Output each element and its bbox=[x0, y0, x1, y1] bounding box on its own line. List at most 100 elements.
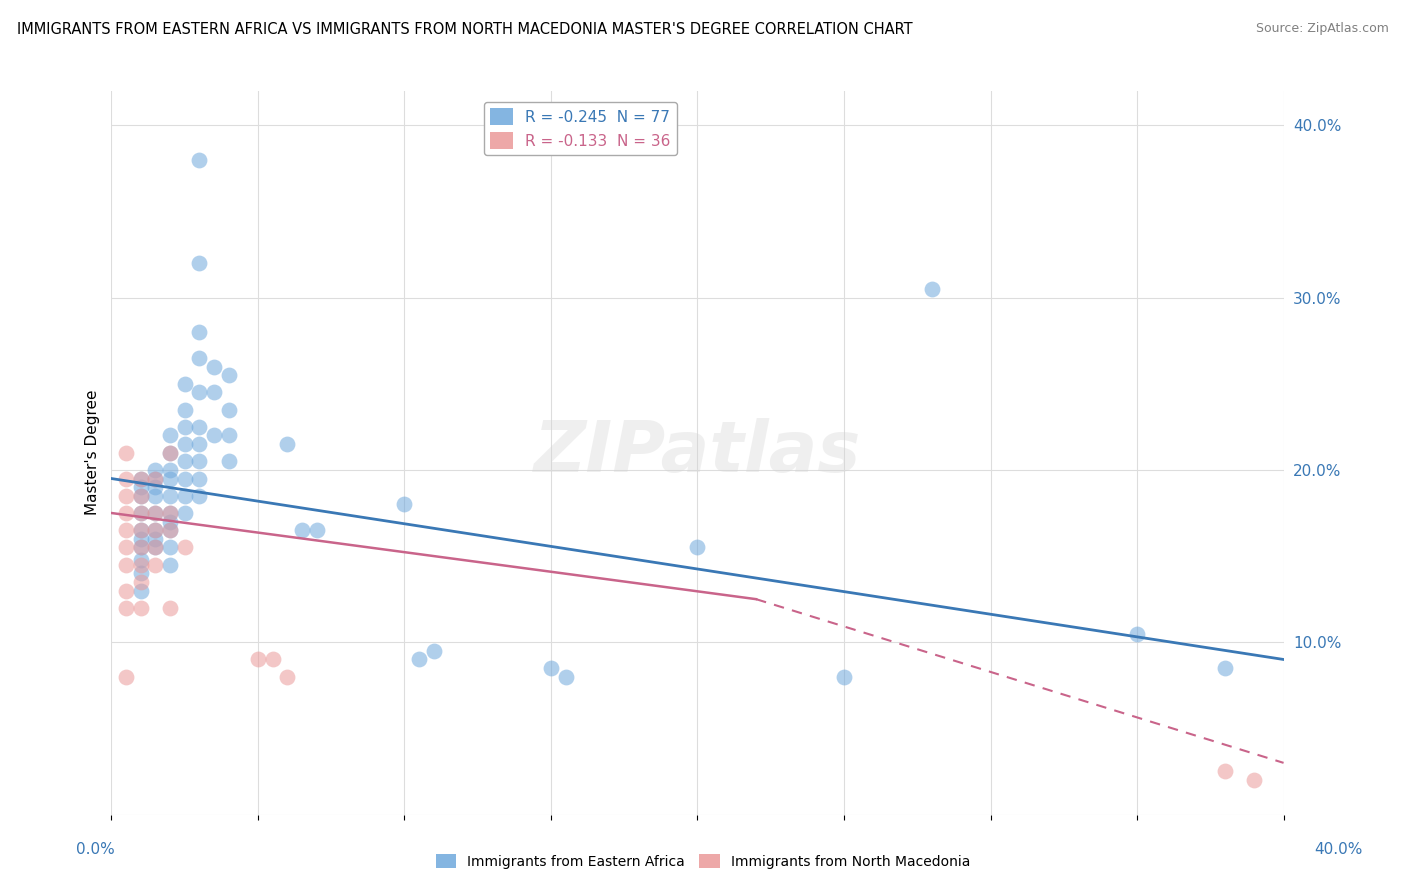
Text: 40.0%: 40.0% bbox=[1315, 842, 1362, 856]
Point bbox=[188, 471, 211, 485]
Point bbox=[1126, 626, 1149, 640]
Point bbox=[115, 506, 138, 520]
Point bbox=[188, 420, 211, 434]
Point bbox=[159, 506, 181, 520]
Point bbox=[115, 471, 138, 485]
Point bbox=[129, 532, 152, 546]
Point bbox=[159, 515, 181, 529]
Point bbox=[218, 402, 240, 417]
Point bbox=[832, 670, 855, 684]
Point bbox=[145, 506, 167, 520]
Point bbox=[129, 489, 152, 503]
Point bbox=[1213, 661, 1236, 675]
Point bbox=[145, 558, 167, 572]
Point bbox=[145, 532, 167, 546]
Point bbox=[129, 558, 152, 572]
Point bbox=[115, 489, 138, 503]
Point bbox=[145, 489, 167, 503]
Point bbox=[159, 471, 181, 485]
Point bbox=[202, 359, 225, 374]
Point bbox=[145, 471, 167, 485]
Point bbox=[159, 523, 181, 537]
Point bbox=[408, 652, 430, 666]
Point bbox=[145, 523, 167, 537]
Point bbox=[159, 428, 181, 442]
Point bbox=[173, 489, 195, 503]
Point bbox=[129, 541, 152, 555]
Point bbox=[129, 552, 152, 566]
Point bbox=[276, 670, 298, 684]
Point bbox=[115, 541, 138, 555]
Point bbox=[159, 445, 181, 460]
Point bbox=[129, 480, 152, 494]
Point bbox=[129, 600, 152, 615]
Point bbox=[202, 428, 225, 442]
Point bbox=[173, 541, 195, 555]
Point bbox=[173, 454, 195, 468]
Point bbox=[129, 506, 152, 520]
Point bbox=[188, 437, 211, 451]
Text: 0.0%: 0.0% bbox=[76, 842, 115, 856]
Text: Source: ZipAtlas.com: Source: ZipAtlas.com bbox=[1256, 22, 1389, 36]
Point bbox=[129, 541, 152, 555]
Point bbox=[173, 506, 195, 520]
Point bbox=[145, 541, 167, 555]
Point bbox=[159, 558, 181, 572]
Point bbox=[188, 454, 211, 468]
Point bbox=[145, 523, 167, 537]
Y-axis label: Master's Degree: Master's Degree bbox=[86, 390, 100, 516]
Point bbox=[1243, 773, 1265, 788]
Point bbox=[394, 497, 416, 511]
Point bbox=[159, 541, 181, 555]
Point bbox=[305, 523, 328, 537]
Point bbox=[129, 566, 152, 581]
Point bbox=[159, 600, 181, 615]
Point bbox=[129, 574, 152, 589]
Point bbox=[188, 153, 211, 167]
Point bbox=[173, 420, 195, 434]
Point bbox=[115, 583, 138, 598]
Point bbox=[159, 445, 181, 460]
Point bbox=[145, 463, 167, 477]
Text: IMMIGRANTS FROM EASTERN AFRICA VS IMMIGRANTS FROM NORTH MACEDONIA MASTER'S DEGRE: IMMIGRANTS FROM EASTERN AFRICA VS IMMIGR… bbox=[17, 22, 912, 37]
Legend: R = -0.245  N = 77, R = -0.133  N = 36: R = -0.245 N = 77, R = -0.133 N = 36 bbox=[484, 102, 676, 155]
Point bbox=[115, 523, 138, 537]
Point bbox=[173, 376, 195, 391]
Point bbox=[423, 644, 446, 658]
Point bbox=[145, 471, 167, 485]
Point bbox=[159, 463, 181, 477]
Point bbox=[218, 428, 240, 442]
Point bbox=[202, 385, 225, 400]
Point bbox=[145, 541, 167, 555]
Point bbox=[218, 368, 240, 383]
Point bbox=[1213, 764, 1236, 779]
Point bbox=[129, 471, 152, 485]
Point bbox=[554, 670, 576, 684]
Point bbox=[188, 256, 211, 270]
Point bbox=[276, 437, 298, 451]
Point bbox=[246, 652, 269, 666]
Point bbox=[188, 489, 211, 503]
Point bbox=[115, 445, 138, 460]
Point bbox=[115, 670, 138, 684]
Point bbox=[173, 402, 195, 417]
Point bbox=[115, 558, 138, 572]
Point bbox=[291, 523, 314, 537]
Point bbox=[159, 506, 181, 520]
Text: ZIPatlas: ZIPatlas bbox=[534, 418, 862, 487]
Point bbox=[145, 506, 167, 520]
Point bbox=[218, 454, 240, 468]
Point bbox=[173, 437, 195, 451]
Point bbox=[188, 325, 211, 339]
Point bbox=[188, 351, 211, 365]
Point bbox=[115, 600, 138, 615]
Point bbox=[129, 583, 152, 598]
Point bbox=[129, 506, 152, 520]
Point bbox=[686, 541, 709, 555]
Point bbox=[173, 471, 195, 485]
Point bbox=[129, 523, 152, 537]
Point bbox=[145, 480, 167, 494]
Point bbox=[129, 523, 152, 537]
Point bbox=[921, 282, 943, 296]
Point bbox=[129, 471, 152, 485]
